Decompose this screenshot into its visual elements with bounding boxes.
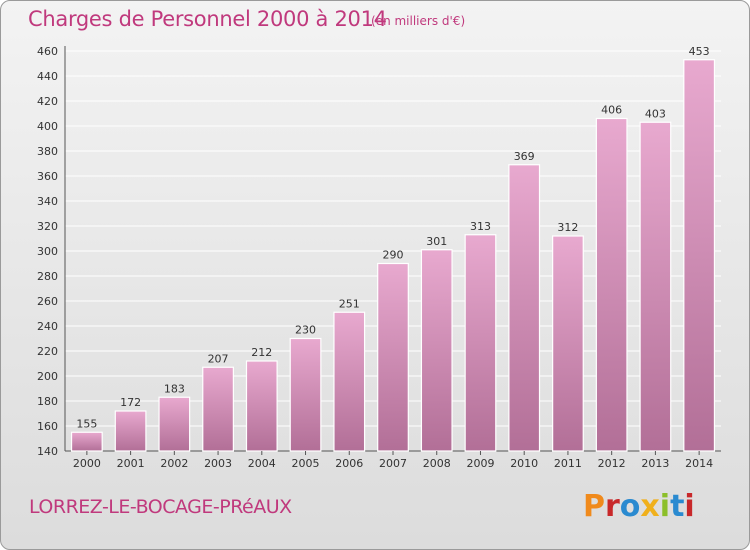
logo-letter: P: [583, 489, 605, 524]
logo-letter: t: [670, 489, 685, 524]
logo-letter: x: [640, 489, 660, 524]
data-label: 155: [76, 417, 97, 430]
data-label: 230: [295, 324, 316, 337]
chart-title: Charges de Personnel 2000 à 2014: [28, 7, 387, 31]
y-tick-label: 460: [37, 45, 58, 58]
y-tick-label: 220: [37, 345, 58, 358]
logo-letter: i: [659, 489, 671, 524]
x-tick-label: 2008: [423, 457, 451, 470]
y-tick-label: 380: [37, 145, 58, 158]
commune-name: LORREZ-LE-BOCAGE-PRéAUX: [29, 496, 292, 518]
bar: [552, 235, 584, 452]
x-tick-label: 2010: [510, 457, 538, 470]
data-label: 207: [208, 352, 229, 365]
bar: [158, 396, 191, 452]
bars: [70, 59, 716, 452]
bar: [683, 59, 716, 452]
data-label: 406: [601, 104, 622, 117]
data-label: 313: [470, 220, 491, 233]
bar: [70, 431, 103, 452]
x-tick-label: 2013: [641, 457, 669, 470]
y-tick-label: 300: [37, 245, 58, 258]
x-tick-label: 2012: [598, 457, 626, 470]
bar: [333, 311, 366, 452]
y-tick-label: 360: [37, 170, 58, 183]
bar: [202, 366, 234, 452]
x-tick-label: 2014: [685, 457, 713, 470]
bar: [508, 164, 541, 452]
bar: [114, 410, 147, 452]
logo-letter: o: [619, 489, 641, 524]
logo-letter: i: [684, 489, 695, 524]
bar: [420, 249, 453, 452]
y-tick-label: 200: [37, 370, 58, 383]
data-label: 183: [164, 382, 185, 395]
data-label: 172: [120, 396, 141, 409]
bar: [377, 262, 409, 452]
data-label: 403: [645, 107, 666, 120]
data-labels: 155 172 183 207 212 230 251 290 301 313 369 312 406 4…: [76, 45, 709, 431]
x-tick-label: 2002: [160, 457, 188, 470]
x-tick-label: 2006: [335, 457, 363, 470]
data-label: 312: [557, 221, 578, 234]
y-tick-label: 260: [37, 295, 58, 308]
data-label: 251: [339, 297, 360, 310]
chart-subtitle: (en milliers d'€): [371, 14, 466, 28]
data-label: 301: [426, 235, 447, 248]
x-tick-label: 2009: [466, 457, 494, 470]
x-tick-label: 2000: [73, 457, 101, 470]
bar: [245, 360, 278, 452]
bar: [639, 121, 672, 452]
y-tick-label: 240: [37, 320, 58, 333]
proxiti-logo[interactable]: Proxiti: [583, 489, 695, 524]
y-tick-label: 420: [37, 95, 58, 108]
y-tick-label: 320: [37, 220, 58, 233]
bar: [595, 117, 628, 452]
data-label: 453: [689, 45, 710, 58]
x-tick-label: 2001: [117, 457, 145, 470]
data-label: 290: [383, 249, 404, 262]
data-label: 369: [514, 150, 535, 163]
y-tick-label: 280: [37, 270, 58, 283]
y-tick-label: 180: [37, 395, 58, 408]
x-tick-labels: 2000 2001 2002 2003 2004 2005 2006 2007 2008 2009…: [73, 451, 713, 470]
x-tick-label: 2004: [248, 457, 276, 470]
y-tick-label: 140: [37, 445, 58, 458]
y-tick-label: 340: [37, 195, 58, 208]
x-tick-label: 2003: [204, 457, 232, 470]
data-label: 212: [251, 346, 272, 359]
x-tick-label: 2011: [554, 457, 582, 470]
y-tick-label: 160: [37, 420, 58, 433]
x-tick-label: 2005: [292, 457, 320, 470]
x-tick-label: 2007: [379, 457, 407, 470]
logo-letter: r: [605, 489, 620, 524]
y-tick-labels: 140 160 180 200 220 240 260 280 300 320 340 360 380 4…: [37, 45, 58, 458]
y-tick-label: 400: [37, 120, 58, 133]
bar: [289, 337, 322, 452]
bar: [464, 234, 497, 452]
y-tick-label: 440: [37, 70, 58, 83]
